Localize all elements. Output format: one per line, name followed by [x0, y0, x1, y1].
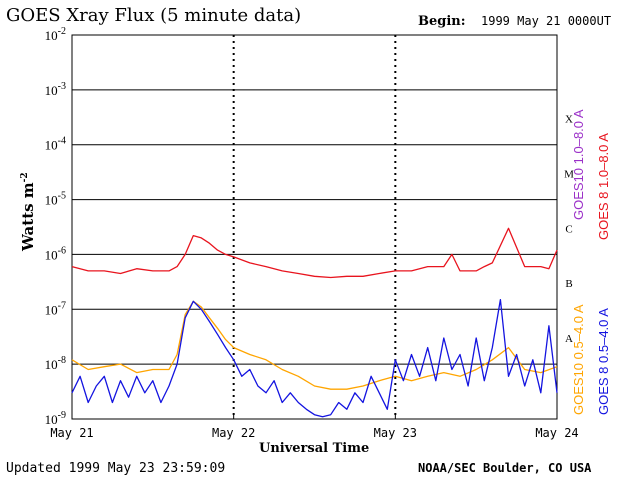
y-tick-label: 10-8 [45, 355, 66, 372]
y-tick-base: 10 [45, 193, 58, 208]
legend-entry: GOES10 0.5–4.0 A [571, 304, 586, 415]
y-tick-exponent: -3 [58, 81, 66, 92]
y-tick-exponent: -5 [58, 191, 66, 202]
y-tick-base: 10 [45, 357, 58, 372]
y-tick-label: 10-4 [45, 136, 66, 153]
chart-title: GOES Xray Flux (5 minute data) [6, 5, 302, 26]
y-axis-label-exponent: -2 [20, 172, 30, 183]
y-tick-label: 10-9 [45, 410, 66, 427]
y-tick-label: 10-5 [45, 191, 66, 208]
y-tick-base: 10 [45, 412, 58, 427]
y-tick-base: 10 [45, 83, 58, 98]
x-tick-label: May 22 [212, 426, 255, 440]
y-tick-exponent: -9 [58, 410, 66, 421]
y-tick-label: 10-2 [45, 26, 66, 43]
x-tick-label: May 21 [50, 426, 93, 440]
y-tick-exponent: -8 [58, 355, 66, 366]
flare-class-label: A [565, 333, 573, 345]
flare-class-label: M [564, 168, 574, 180]
legend-entry: GOES 8 1.0–8.0 A [596, 133, 611, 240]
legend-entry: GOES10 1.0–8.0 A [571, 109, 586, 220]
flare-class-label: B [565, 278, 572, 290]
y-tick-base: 10 [45, 302, 58, 317]
series-line [71, 300, 558, 390]
series-line [71, 227, 558, 279]
series-line [71, 298, 558, 418]
x-axis-label: Universal Time [259, 441, 370, 456]
y-tick-label: 10-3 [45, 81, 66, 98]
begin-value: 1999 May 21 0000UT [481, 14, 612, 28]
x-tick-label: May 24 [535, 426, 578, 440]
y-tick-exponent: -2 [58, 26, 66, 37]
y-tick-exponent: -4 [58, 136, 66, 147]
begin-label: Begin: [418, 14, 466, 29]
y-axis-label: Watts m-2 [19, 172, 37, 251]
flare-class-label: C [565, 223, 572, 235]
y-tick-label: 10-6 [45, 245, 66, 262]
plot-frame [71, 34, 558, 420]
y-tick-base: 10 [45, 28, 58, 43]
legend-entry: GOES 8 0.5–4.0 A [596, 308, 611, 415]
flare-class-label: X [565, 114, 573, 126]
y-tick-label: 10-7 [45, 300, 66, 317]
y-axis-label-text: Watts m [19, 182, 37, 251]
updated-timestamp: Updated 1999 May 23 23:59:09 [6, 461, 226, 476]
credit-text: NOAA/SEC Boulder, CO USA [418, 461, 592, 475]
y-tick-exponent: -7 [58, 300, 66, 311]
x-tick-label: May 23 [374, 426, 417, 440]
y-tick-base: 10 [45, 138, 58, 153]
y-tick-exponent: -6 [58, 245, 66, 256]
y-tick-base: 10 [45, 247, 58, 262]
